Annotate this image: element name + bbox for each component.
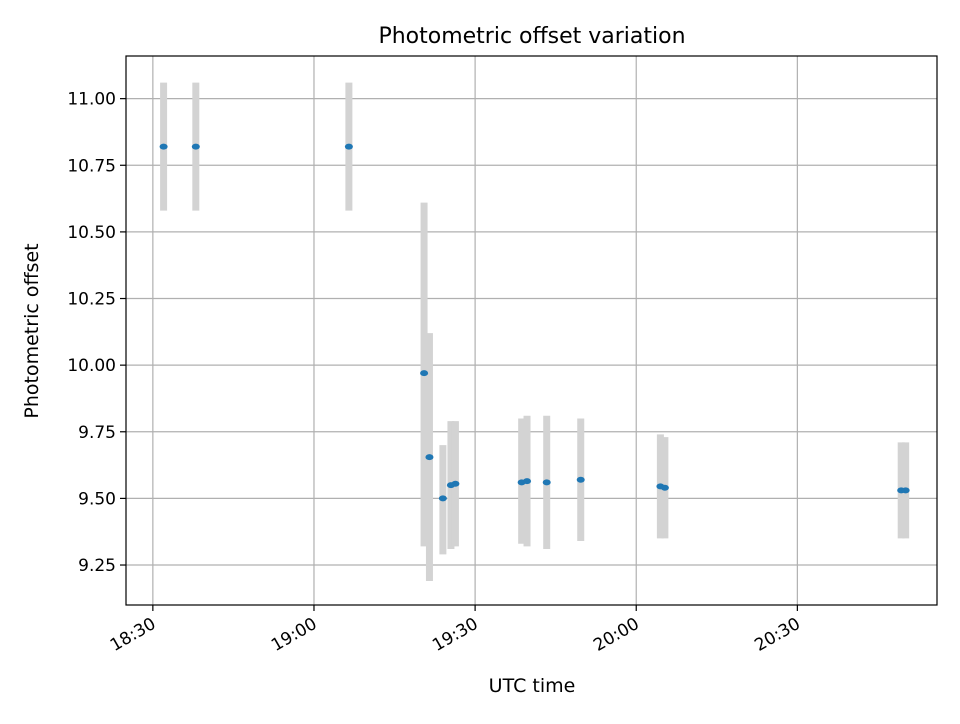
x-ticks: 18:30 19:00 19:30 20:00 20:30 — [107, 605, 804, 656]
y-axis-label: Photometric offset — [21, 243, 43, 418]
y-tick-label: 9.75 — [78, 423, 116, 443]
x-tick-label: 18:30 — [107, 614, 159, 656]
plot-frame — [125, 55, 938, 606]
y-ticks: 9.25 9.50 9.75 10.00 10.25 10.50 10.75 11.00 — [67, 90, 126, 576]
data-point — [438, 495, 447, 502]
data-point — [159, 143, 168, 150]
y-tick-label: 9.50 — [78, 489, 116, 509]
grid-layer — [126, 56, 937, 605]
y-tick-label: 9.25 — [78, 556, 116, 576]
x-tick-label: 20:30 — [751, 614, 803, 656]
errorbar-layer — [160, 82, 910, 582]
data-point — [576, 476, 585, 483]
data-point — [542, 479, 551, 486]
x-tick-label: 19:00 — [268, 614, 320, 656]
x-tick-label: 19:30 — [429, 614, 481, 656]
y-tick-label: 10.25 — [67, 290, 116, 310]
y-tick-label: 10.00 — [67, 356, 116, 376]
data-point — [420, 370, 429, 377]
point-layer — [159, 143, 910, 502]
data-point — [523, 478, 532, 485]
x-axis-label: UTC time — [489, 675, 576, 697]
data-point — [425, 454, 434, 461]
x-tick-label: 20:00 — [590, 614, 642, 656]
data-point — [901, 487, 910, 494]
data-point — [191, 143, 200, 150]
data-point — [451, 480, 460, 487]
y-tick-label: 10.50 — [67, 223, 116, 243]
y-tick-label: 10.75 — [67, 156, 116, 176]
y-tick-label: 11.00 — [67, 90, 116, 110]
chart-title: Photometric offset variation — [378, 24, 685, 49]
data-point — [660, 484, 669, 491]
data-point — [344, 143, 353, 150]
